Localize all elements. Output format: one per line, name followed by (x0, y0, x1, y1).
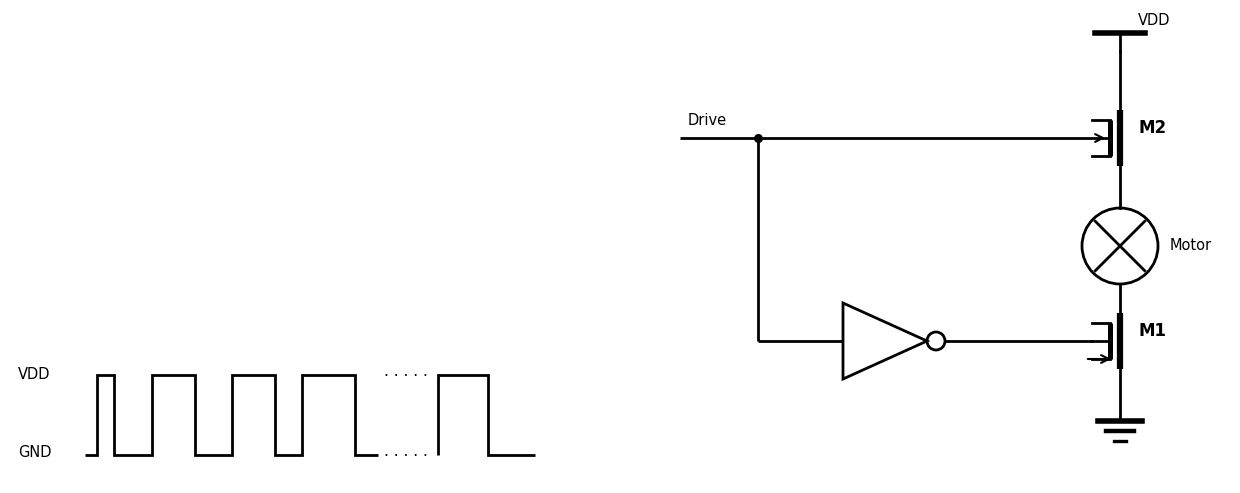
Text: M1: M1 (1138, 322, 1166, 340)
Text: . . . . .: . . . . . (384, 364, 428, 380)
Text: Drive: Drive (688, 113, 727, 128)
Text: GND: GND (19, 446, 52, 460)
Text: Motor: Motor (1171, 239, 1213, 253)
Text: VDD: VDD (1138, 13, 1171, 28)
Text: M2: M2 (1138, 119, 1166, 137)
Text: . . . . .: . . . . . (384, 445, 428, 459)
Text: VDD: VDD (19, 367, 51, 383)
